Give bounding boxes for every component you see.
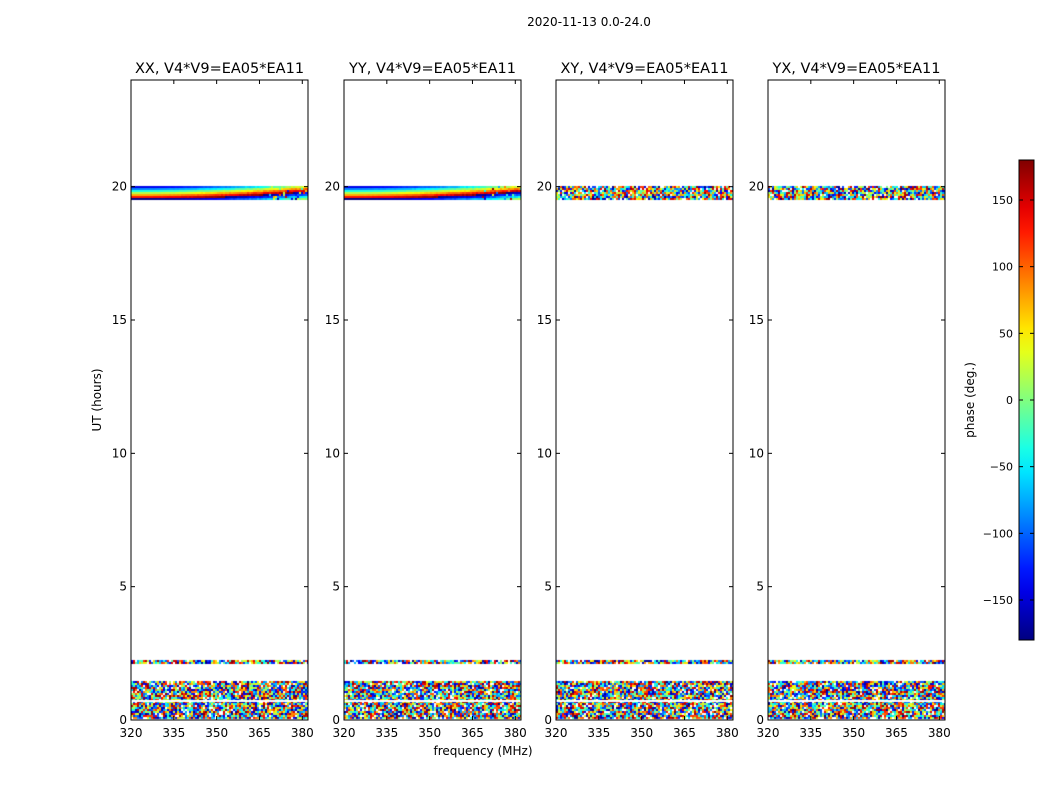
y-tick-label: 10 (537, 446, 552, 460)
figure-suptitle: 2020-11-13 0.0-24.0 (527, 15, 651, 29)
panel-0: XX, V4*V9=EA05*EA11 320 335 350 365 380 0 5 10 15… (112, 61, 314, 740)
colorbar-tick-label: −150 (983, 594, 1013, 607)
x-tick-label: 335 (799, 726, 822, 740)
colorbar-tick-label: 50 (999, 327, 1013, 340)
colorbar-label: phase (deg.) (963, 362, 977, 438)
y-tick-label: 20 (112, 180, 127, 194)
x-tick-label: 350 (630, 726, 653, 740)
y-axis-label: UT (hours) (90, 368, 104, 431)
x-tick-label: 365 (673, 726, 696, 740)
x-tick-label: 320 (333, 726, 356, 740)
colorbar-tick-label: 100 (992, 261, 1013, 274)
panel-3-title: YX, V4*V9=EA05*EA11 (771, 61, 940, 77)
x-tick-label: 350 (205, 726, 228, 740)
x-tick-label: 335 (375, 726, 398, 740)
colorbar-tick-label: 0 (1006, 394, 1013, 407)
y-tick-label: 10 (325, 446, 340, 460)
panel-3-frame (767, 79, 946, 721)
panel-2: XY, V4*V9=EA05*EA11 320 335 350 365 380 0 5 10 15… (537, 61, 739, 740)
x-tick-label: 320 (757, 726, 780, 740)
y-tick-label: 0 (332, 713, 340, 727)
x-tick-label: 335 (587, 726, 610, 740)
x-tick-label: 320 (120, 726, 143, 740)
panels: XX, V4*V9=EA05*EA11 320 335 350 365 380 0 5 10 15… (112, 61, 951, 740)
x-tick-label: 380 (716, 726, 739, 740)
panel-0-heatmap (131, 80, 308, 720)
y-tick-label: 5 (332, 580, 340, 594)
x-tick-label: 350 (842, 726, 865, 740)
y-tick-label: 20 (537, 180, 552, 194)
colorbar-tick-label: −100 (983, 527, 1013, 540)
y-tick-label: 10 (749, 446, 764, 460)
y-tick-label: 10 (112, 446, 127, 460)
y-tick-label: 5 (544, 580, 552, 594)
y-tick-label: 5 (756, 580, 764, 594)
x-tick-label: 320 (545, 726, 568, 740)
x-axis-label: frequency (MHz) (433, 744, 532, 758)
panel-0-frame (130, 79, 309, 721)
colorbar-tick-label: −50 (990, 461, 1013, 474)
y-tick-label: 20 (325, 180, 340, 194)
x-tick-label: 380 (928, 726, 951, 740)
y-tick-label: 20 (749, 180, 764, 194)
colorbar-tick-label: 150 (992, 194, 1013, 207)
y-tick-label: 0 (544, 713, 552, 727)
y-tick-label: 15 (112, 313, 127, 327)
y-tick-label: 0 (119, 713, 127, 727)
x-tick-label: 335 (162, 726, 185, 740)
panel-2-frame (555, 79, 734, 721)
panel-1-frame (343, 79, 522, 721)
panel-2-heatmap (556, 80, 733, 720)
x-tick-label: 365 (885, 726, 908, 740)
panel-1: YY, V4*V9=EA05*EA11 320 335 350 365 380 0 5 10 15… (325, 61, 527, 740)
x-tick-label: 365 (248, 726, 271, 740)
panel-1-heatmap (344, 80, 521, 720)
x-tick-label: 365 (461, 726, 484, 740)
y-tick-label: 15 (749, 313, 764, 327)
y-tick-label: 15 (537, 313, 552, 327)
panel-2-title: XY, V4*V9=EA05*EA11 (560, 61, 728, 77)
colorbar: −150 −100 −50 0 50 100 150 (983, 159, 1035, 641)
x-tick-label: 350 (418, 726, 441, 740)
panel-0-title: XX, V4*V9=EA05*EA11 (135, 61, 304, 77)
y-tick-label: 5 (119, 580, 127, 594)
x-tick-label: 380 (504, 726, 527, 740)
x-tick-label: 380 (291, 726, 314, 740)
panel-3-heatmap (768, 80, 945, 720)
panel-1-title: YY, V4*V9=EA05*EA11 (348, 61, 516, 77)
y-tick-label: 15 (325, 313, 340, 327)
y-tick-label: 0 (756, 713, 764, 727)
panel-3: YX, V4*V9=EA05*EA11 320 335 350 365 380 0 5 10 15… (749, 61, 951, 740)
